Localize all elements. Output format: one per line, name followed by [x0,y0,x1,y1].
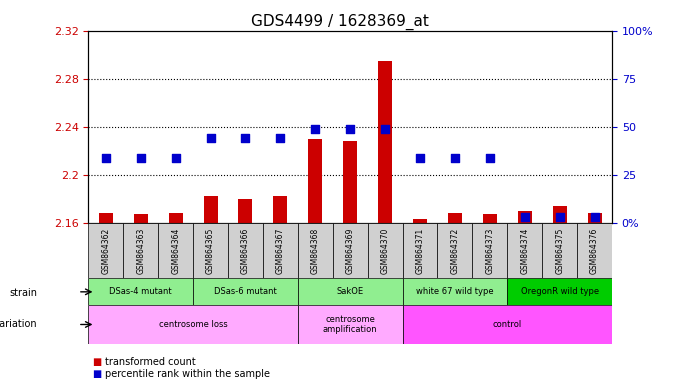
Point [484,156,495,162]
Point [135,156,146,162]
Bar [588,213,602,223]
Bar [378,61,392,223]
Text: transformed count: transformed count [105,357,196,367]
FancyBboxPatch shape [368,223,403,278]
Point [520,214,530,220]
Text: ■: ■ [92,369,101,379]
FancyBboxPatch shape [298,223,333,278]
Text: GSM864365: GSM864365 [206,227,215,274]
Point [379,126,390,132]
Text: centrosome
amplification: centrosome amplification [323,315,377,334]
FancyBboxPatch shape [193,278,298,305]
Point [449,156,460,162]
FancyBboxPatch shape [158,223,193,278]
Text: GSM864364: GSM864364 [171,227,180,274]
Point [275,135,286,141]
Text: GSM864363: GSM864363 [136,227,146,274]
Bar [239,199,252,223]
Text: SakOE: SakOE [337,287,364,296]
FancyBboxPatch shape [473,223,507,278]
Text: GDS4499 / 1628369_at: GDS4499 / 1628369_at [251,13,429,30]
Text: OregonR wild type: OregonR wild type [521,287,598,296]
Point [345,126,356,132]
Text: GSM864375: GSM864375 [555,227,564,274]
Text: GSM864369: GSM864369 [345,227,355,274]
Point [554,214,565,220]
FancyBboxPatch shape [193,223,228,278]
FancyBboxPatch shape [403,305,612,344]
Point [310,126,321,132]
Bar [413,219,427,223]
Text: strain: strain [10,288,37,298]
Bar [273,196,288,223]
Text: ■: ■ [92,357,101,367]
Text: GSM864376: GSM864376 [590,227,599,274]
FancyBboxPatch shape [542,223,577,278]
Bar [343,141,357,223]
Text: GSM864367: GSM864367 [276,227,285,274]
FancyBboxPatch shape [228,223,263,278]
Text: GSM864368: GSM864368 [311,227,320,274]
FancyBboxPatch shape [507,278,612,305]
FancyBboxPatch shape [403,223,437,278]
Text: GSM864362: GSM864362 [101,227,110,274]
Bar [99,213,113,223]
FancyBboxPatch shape [123,223,158,278]
Text: percentile rank within the sample: percentile rank within the sample [105,369,271,379]
FancyBboxPatch shape [403,278,507,305]
Text: DSas-6 mutant: DSas-6 mutant [214,287,277,296]
FancyBboxPatch shape [507,223,542,278]
Bar [553,206,566,223]
Point [415,156,426,162]
Bar [448,213,462,223]
Point [240,135,251,141]
Text: GSM864370: GSM864370 [381,227,390,274]
FancyBboxPatch shape [333,223,368,278]
Text: control: control [492,320,522,329]
Text: GSM864371: GSM864371 [415,227,424,274]
Text: centrosome loss: centrosome loss [158,320,228,329]
FancyBboxPatch shape [88,223,123,278]
FancyBboxPatch shape [437,223,473,278]
Text: GSM864372: GSM864372 [450,227,460,274]
Text: GSM864366: GSM864366 [241,227,250,274]
FancyBboxPatch shape [298,278,403,305]
Text: white 67 wild type: white 67 wild type [416,287,494,296]
Text: genotype/variation: genotype/variation [0,319,37,329]
Bar [169,213,183,223]
Bar [308,139,322,223]
Bar [203,196,218,223]
Bar [517,211,532,223]
Text: GSM864374: GSM864374 [520,227,529,274]
FancyBboxPatch shape [263,223,298,278]
Point [589,214,600,220]
FancyBboxPatch shape [88,278,193,305]
Point [205,135,216,141]
Point [170,156,181,162]
FancyBboxPatch shape [88,305,298,344]
Bar [483,214,497,223]
FancyBboxPatch shape [577,223,612,278]
Bar [134,214,148,223]
Text: DSas-4 mutant: DSas-4 mutant [109,287,172,296]
Text: GSM864373: GSM864373 [486,227,494,274]
Point [101,156,112,162]
FancyBboxPatch shape [298,305,403,344]
